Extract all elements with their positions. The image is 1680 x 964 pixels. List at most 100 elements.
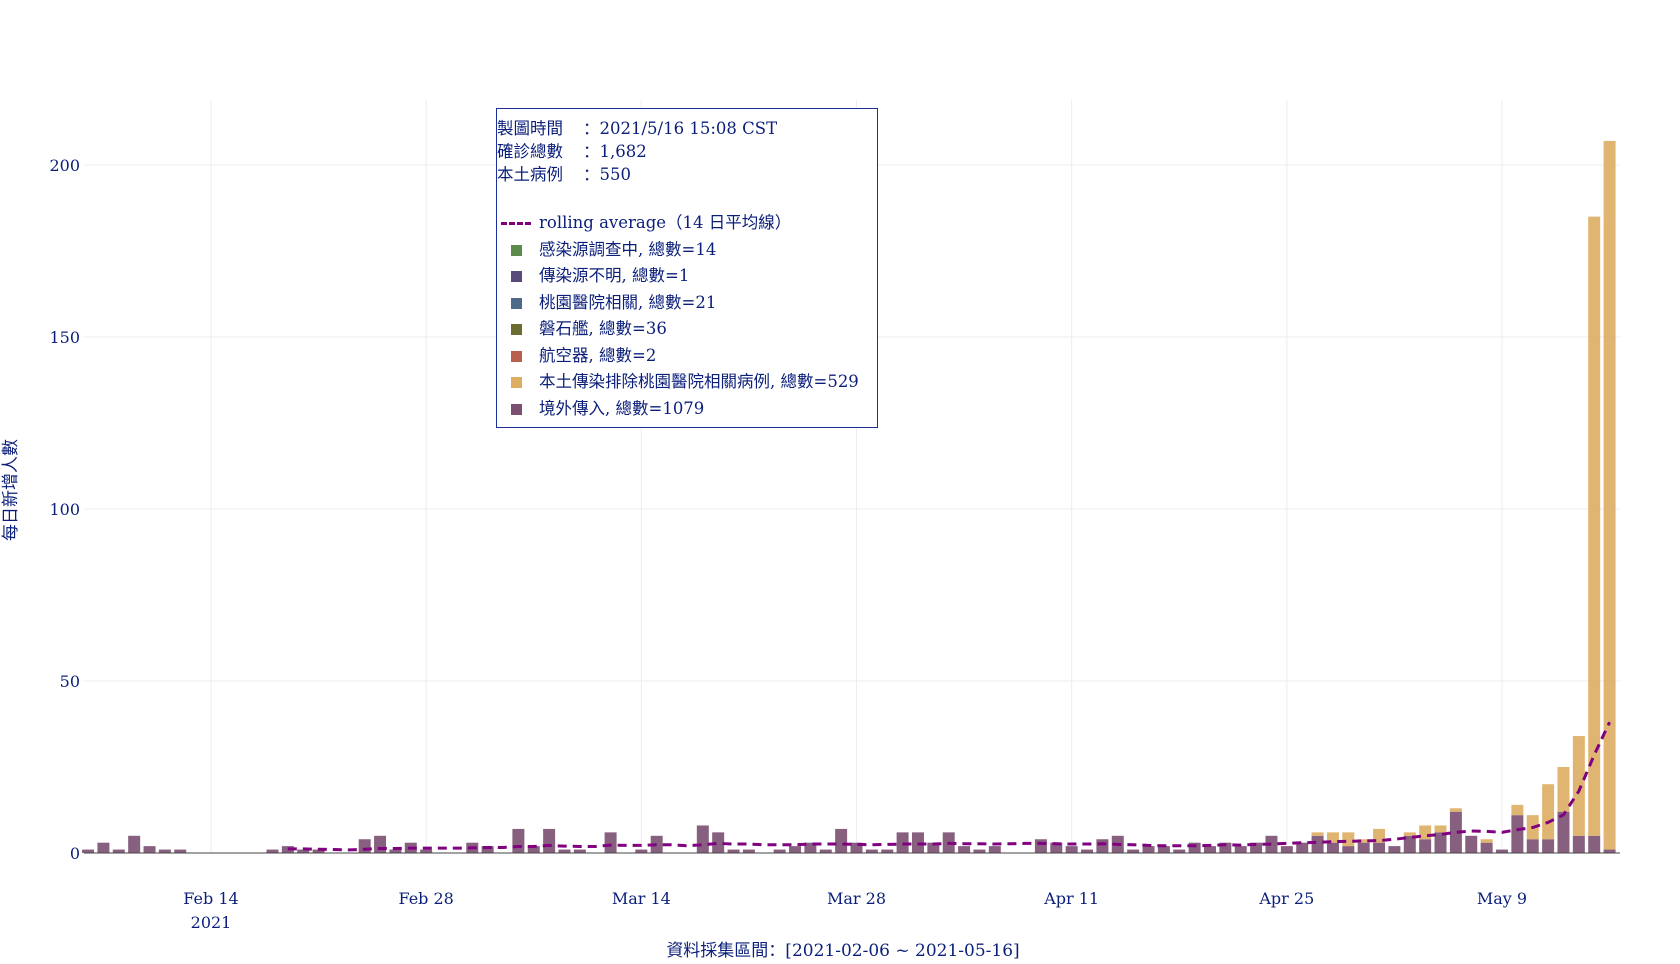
bar-imported — [1142, 846, 1155, 853]
bar-imported — [420, 849, 433, 853]
bar-imported — [1081, 849, 1094, 853]
bar-imported — [1203, 846, 1216, 853]
legend-item-imported[interactable]: 境外傳入, 總數=1079 — [497, 396, 877, 423]
bar-imported — [266, 849, 279, 853]
bar-imported — [543, 828, 556, 853]
legend-label: 航空器, 總數=2 — [539, 345, 657, 365]
bar-imported — [1065, 846, 1078, 853]
info-local-label: 本土病例 — [497, 165, 563, 184]
bar-imported — [297, 849, 310, 853]
bar-imported — [1127, 849, 1140, 853]
bar-imported — [1188, 842, 1201, 853]
bar-imported — [727, 849, 740, 853]
x-axis-title: 資料採集區間：[2021-02-06 ~ 2021-05-16] — [666, 941, 1019, 960]
x-tick-label: May 9 — [1477, 889, 1527, 908]
bar-imported — [1034, 839, 1047, 853]
bar-imported — [527, 846, 540, 853]
bar-imported — [1480, 842, 1493, 853]
rolling-average-line — [287, 721, 1611, 852]
bar-imported — [1357, 842, 1370, 853]
bar-imported — [958, 846, 971, 853]
info-separator: ： — [583, 119, 600, 138]
bar-imported — [1096, 839, 1109, 853]
info-total: 確診總數 ：1,682 — [497, 140, 877, 163]
info-total-value: 1,682 — [599, 142, 647, 161]
legend-item-investigating[interactable]: 感染源調查中, 總數=14 — [497, 237, 877, 264]
y-tick-label: 200 — [49, 156, 80, 175]
legend-item-rolling-average[interactable]: rolling average（14 日平均線） — [497, 210, 877, 237]
bar-imported — [1434, 832, 1447, 853]
bar-imported — [143, 846, 156, 853]
bar-imported — [1388, 846, 1401, 853]
bar-imported — [1219, 842, 1232, 853]
bar-imported — [804, 842, 817, 853]
bar-imported — [1373, 842, 1386, 853]
legend-item-taoyuan-hospital[interactable]: 桃園醫院相關, 總數=21 — [497, 290, 877, 317]
bar-local — [1326, 832, 1339, 843]
info-separator: ： — [583, 165, 600, 184]
bar-imported — [1542, 839, 1555, 853]
bar-local — [1511, 804, 1524, 816]
bar-imported — [850, 842, 863, 853]
bar-imported — [481, 846, 494, 853]
info-time: 製圖時間 ：2021/5/16 15:08 CST — [497, 117, 877, 140]
bar-imported — [835, 828, 848, 853]
legend-label: 境外傳入, 總數=1079 — [539, 398, 705, 418]
legend-item-local-transmission[interactable]: 本土傳染排除桃園醫院相關病例, 總數=529 — [497, 369, 877, 396]
rolling-average-path — [287, 721, 1611, 852]
y-tick-label: 0 — [70, 844, 80, 863]
bar-imported — [1234, 846, 1247, 853]
bar-local — [1311, 832, 1324, 836]
bar-imported — [312, 849, 325, 853]
bar-imported — [158, 849, 171, 853]
bar-imported — [128, 835, 141, 853]
bar-local — [1588, 216, 1601, 836]
legend-item-navy-ship[interactable]: 磐石艦, 總數=36 — [497, 316, 877, 343]
y-tick-label: 100 — [49, 500, 80, 519]
bar-imported — [696, 825, 709, 853]
x-tick-sublabel: 2021 — [191, 913, 232, 932]
bar-imported — [374, 835, 387, 853]
bar-imported — [1326, 842, 1339, 853]
legend-box: 製圖時間 ：2021/5/16 15:08 CST 確診總數 ：1,682 本土病例… — [496, 108, 878, 428]
legend-swatch — [511, 350, 522, 362]
bar-imported — [1296, 842, 1309, 853]
bar-local — [1419, 825, 1432, 840]
legend-label: 磐石艦, 總數=36 — [539, 319, 667, 338]
legend-swatch — [511, 244, 522, 256]
legend-item-unknown-source[interactable]: 傳染源不明, 總數=1 — [497, 263, 877, 290]
bar-imported — [1449, 811, 1462, 853]
x-tick-label: Mar 14 — [612, 889, 671, 908]
y-tick-label: 50 — [60, 672, 80, 691]
bar-imported — [635, 849, 648, 853]
bar-imported — [988, 846, 1001, 853]
info-local: 本土病例 ：550 — [497, 163, 877, 186]
bar-imported — [1265, 835, 1278, 853]
info-separator: ： — [583, 142, 600, 161]
bar-imported — [819, 849, 832, 853]
bar-imported — [1588, 835, 1601, 853]
bar-imported — [82, 849, 95, 853]
info-time-label: 製圖時間 — [497, 119, 563, 138]
bar-imported — [927, 842, 940, 853]
legend-label: rolling average（14 日平均線） — [539, 213, 792, 232]
x-tick-label: Feb 14 — [183, 889, 238, 908]
bar-imported — [1511, 815, 1524, 853]
bar-imported — [573, 849, 586, 853]
bar-local — [1480, 839, 1493, 843]
x-tick-label: Apr 25 — [1258, 889, 1314, 908]
y-tick-label: 150 — [49, 328, 80, 347]
legend-swatch — [511, 377, 522, 388]
x-tick-label: Mar 28 — [827, 889, 886, 908]
bar-imported — [650, 835, 663, 853]
bar-imported — [1526, 839, 1539, 853]
info-local-value: 550 — [599, 165, 632, 184]
bar-imported — [1403, 835, 1416, 853]
bar-imported — [112, 849, 125, 853]
bar-imported — [1311, 835, 1324, 853]
legend-item-aircraft[interactable]: 航空器, 總數=2 — [497, 343, 877, 370]
bar-imported — [1557, 811, 1570, 853]
legend-swatch — [511, 403, 522, 415]
bar-imported — [973, 849, 986, 853]
bar-imported — [512, 828, 525, 853]
